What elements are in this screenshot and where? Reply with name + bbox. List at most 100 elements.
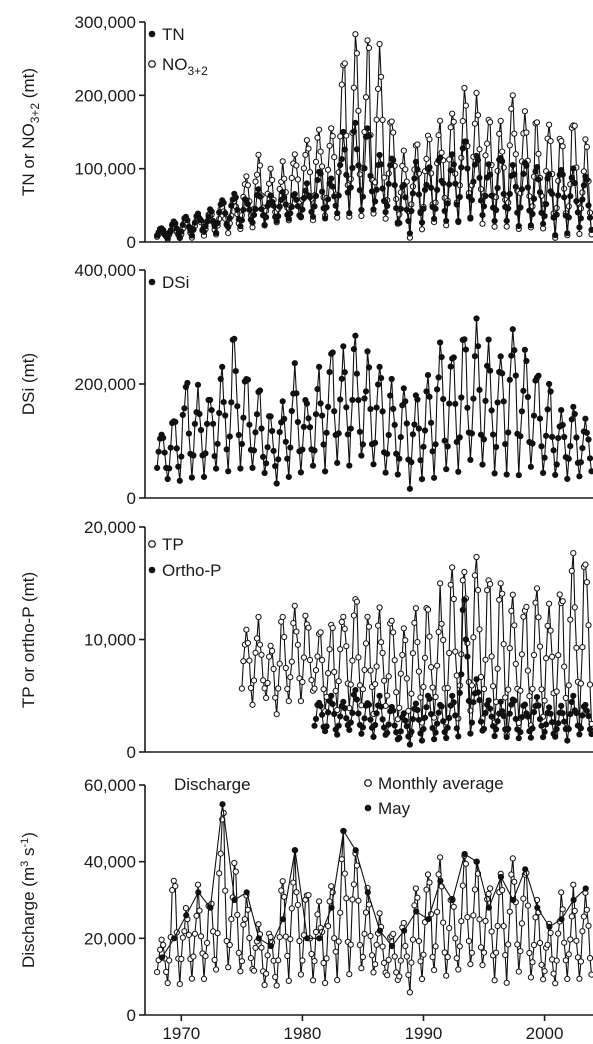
data-point-ortho-p [365,701,373,708]
data-point-dsi [455,468,462,475]
data-point-tp [583,579,591,586]
data-point-ortho-p [518,714,526,721]
data-point-dsi [387,392,394,399]
data-point-may [534,904,541,911]
data-point-tn [288,203,295,210]
data-point-tp [320,686,327,693]
series-monthly-average [154,809,593,996]
data-point-no3-2 [555,177,562,184]
data-point-dsi [376,363,383,370]
y-tick-label: 10,000 [84,631,136,650]
y-label-s: s [19,848,38,861]
data-point-ortho-p [559,710,566,717]
data-point-dsi [583,429,591,436]
data-point-tp [273,711,280,718]
data-point-monthly-average [500,923,507,930]
data-point-monthly-average [331,935,338,942]
data-point-dsi [424,372,432,379]
data-point-monthly-average [216,870,223,877]
data-point-monthly-average [567,936,574,943]
data-point-no3-2 [494,167,501,174]
data-point-tn [340,128,347,136]
y-axis-label: DSi (mt) [19,353,38,415]
data-point-dsi [499,370,506,377]
data-point-dsi [559,421,566,429]
data-point-tn [341,146,348,153]
data-point-monthly-average [222,887,229,894]
y-tick-label: 200,000 [75,375,136,394]
data-point-dsi [349,396,356,404]
data-point-tn [564,230,571,237]
y-ticks: 0 10,000 20,000 [84,518,145,762]
data-point-no3-2 [244,182,251,189]
data-point-monthly-average [214,930,221,937]
data-point-may [231,896,238,904]
data-point-tp [279,613,286,621]
data-point-tn [412,158,419,165]
data-point-no3-2 [390,129,397,136]
data-point-dsi [320,441,327,448]
data-point-tn [220,199,227,206]
data-point-tn [319,188,326,195]
data-point-ortho-p [567,711,574,718]
data-point-monthly-average [568,913,575,920]
data-point-ortho-p [497,698,504,705]
data-point-tn [373,186,380,193]
data-point-ortho-p [384,729,391,737]
data-point-no3-2 [253,171,261,178]
data-point-dsi [319,412,326,419]
data-point-tn [197,217,205,224]
data-point-monthly-average [234,911,241,919]
data-point-no3-2 [365,44,373,52]
data-point-dsi [393,450,400,457]
data-point-monthly-average [402,942,409,950]
data-point-tn [574,209,582,216]
data-point-monthly-average [440,919,447,926]
data-point-monthly-average [231,859,238,867]
data-point-monthly-average [384,972,391,979]
data-point-monthly-average [585,922,592,929]
data-point-tp [497,580,504,587]
data-point-dsi [373,404,380,411]
data-point-tn [270,202,277,209]
data-point-tp [577,680,585,687]
data-point-tn [184,217,191,224]
data-point-ortho-p [331,710,338,718]
data-point-tp [331,668,338,676]
data-point-tn [579,196,586,203]
data-point-tp [484,587,491,594]
data-point-no3-2 [458,154,465,161]
data-point-monthly-average [530,941,538,949]
data-point-ortho-p [381,724,388,731]
data-point-ortho-p [328,692,335,699]
data-point-ortho-p [450,699,457,706]
data-point-tn [503,217,510,224]
y-tick-label: 300,000 [75,13,136,32]
data-point-monthly-average [385,956,392,964]
data-point-ortho-p [352,687,359,694]
data-point-tn [462,138,469,145]
data-point-monthly-average [320,959,327,967]
data-point-monthly-average [526,949,533,957]
data-point-may [413,908,420,915]
data-point-monthly-average [577,958,585,965]
data-point-tn [444,200,451,207]
data-point-may [388,942,396,950]
data-point-dsi [179,411,186,418]
data-point-monthly-average [157,946,164,953]
data-point-may [461,850,468,858]
data-point-tn [240,206,247,213]
data-point-may [449,896,456,904]
data-point-dsi [293,390,300,397]
data-point-ortho-p [403,723,410,730]
data-point-ortho-p [367,716,374,723]
data-point-tp [373,663,380,670]
y-ticks: 0 20,000 40,000 60,000 [84,776,145,1025]
data-point-tn [234,206,241,213]
data-point-tn [464,165,471,172]
data-point-monthly-average [237,968,244,975]
data-point-ortho-p [361,715,368,722]
data-point-monthly-average [508,871,515,878]
data-point-monthly-average [418,975,426,983]
data-point-ortho-p [335,722,342,729]
